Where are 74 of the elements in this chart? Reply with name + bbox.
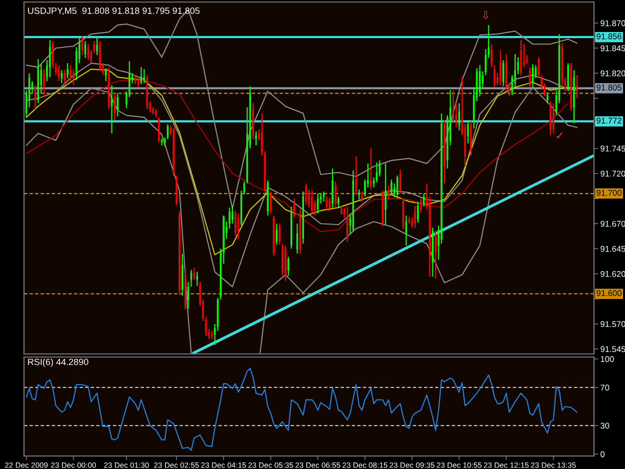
candlestick bbox=[414, 205, 416, 228]
candlestick bbox=[523, 44, 525, 68]
candlestick bbox=[494, 64, 496, 88]
candlestick bbox=[434, 230, 436, 280]
y-tick-label: 91.845 bbox=[600, 45, 625, 52]
y-tick-label: 100 bbox=[600, 356, 614, 362]
candlestick bbox=[178, 211, 180, 294]
y-tick-label: 30 bbox=[600, 422, 610, 429]
candlestick bbox=[420, 198, 422, 214]
candlestick bbox=[570, 62, 572, 111]
candlestick bbox=[338, 196, 340, 208]
ref-line-label: 91.805 bbox=[596, 84, 622, 90]
candlestick bbox=[552, 102, 554, 134]
candlestick bbox=[232, 205, 234, 224]
line-series bbox=[26, 368, 578, 451]
candlestick bbox=[255, 130, 257, 146]
candlestick bbox=[328, 197, 330, 212]
y-tick-label: 91.670 bbox=[600, 220, 625, 227]
candlestick bbox=[143, 68, 146, 84]
candlestick bbox=[116, 92, 119, 117]
candlestick bbox=[196, 271, 198, 286]
candlestick bbox=[334, 180, 336, 208]
candlestick bbox=[520, 40, 522, 76]
candlestick bbox=[43, 68, 45, 98]
ref-line-label: 91.856 bbox=[596, 33, 622, 40]
candlestick bbox=[467, 120, 469, 144]
y-tick-label: 91.870 bbox=[600, 20, 625, 26]
candlestick bbox=[66, 62, 68, 79]
candlestick bbox=[96, 36, 98, 56]
candlestick bbox=[72, 68, 74, 86]
candlestick bbox=[355, 156, 357, 196]
candlestick bbox=[417, 201, 419, 224]
candlestick bbox=[305, 182, 307, 206]
candlestick bbox=[49, 40, 51, 78]
candlestick bbox=[388, 184, 390, 200]
candlestick bbox=[176, 174, 178, 206]
candlestick bbox=[567, 62, 569, 92]
y-tick-label: 0 bbox=[600, 451, 605, 458]
candlestick bbox=[490, 44, 492, 68]
ref-line-label: 91.700 bbox=[596, 190, 622, 196]
candlestick bbox=[234, 210, 236, 236]
candlestick bbox=[278, 223, 280, 246]
candlestick bbox=[499, 50, 502, 86]
candlestick bbox=[64, 70, 66, 86]
line-series bbox=[26, 9, 578, 210]
candlestick bbox=[288, 256, 290, 276]
candlestick bbox=[99, 40, 101, 72]
ref-line-label: 91.600 bbox=[596, 290, 622, 296]
y-tick-label: 91.745 bbox=[600, 146, 625, 152]
annotation: ⇩ bbox=[482, 10, 488, 20]
y-tick-label: 91.570 bbox=[600, 321, 625, 328]
candlestick bbox=[384, 162, 386, 226]
chart-title: RSI(6) 44.2890 bbox=[28, 358, 88, 367]
candlestick bbox=[70, 64, 72, 82]
candlestick bbox=[573, 70, 575, 124]
candlestick bbox=[332, 168, 334, 208]
y-tick-label: 91.720 bbox=[600, 170, 625, 177]
y-tick-label: 70 bbox=[600, 384, 610, 391]
candlestick bbox=[390, 178, 392, 196]
annotation: ✓ bbox=[556, 132, 563, 138]
y-tick-label: 91.820 bbox=[600, 70, 625, 76]
y-tick-label: 91.620 bbox=[600, 270, 625, 277]
y-tick-label: 91.645 bbox=[600, 246, 625, 252]
candlestick bbox=[340, 205, 342, 216]
candlestick bbox=[358, 188, 360, 200]
candlestick bbox=[361, 190, 363, 202]
ref-line-label: 91.772 bbox=[596, 118, 622, 124]
line-series bbox=[26, 62, 578, 288]
y-tick-label: 91.545 bbox=[600, 346, 625, 352]
candlestick bbox=[276, 223, 278, 246]
candlestick bbox=[546, 92, 548, 104]
candlestick bbox=[576, 74, 578, 99]
text: USDJPY,M5 91.808 91.818 91.795 91.805 bbox=[28, 8, 200, 15]
candlestick bbox=[311, 190, 313, 214]
